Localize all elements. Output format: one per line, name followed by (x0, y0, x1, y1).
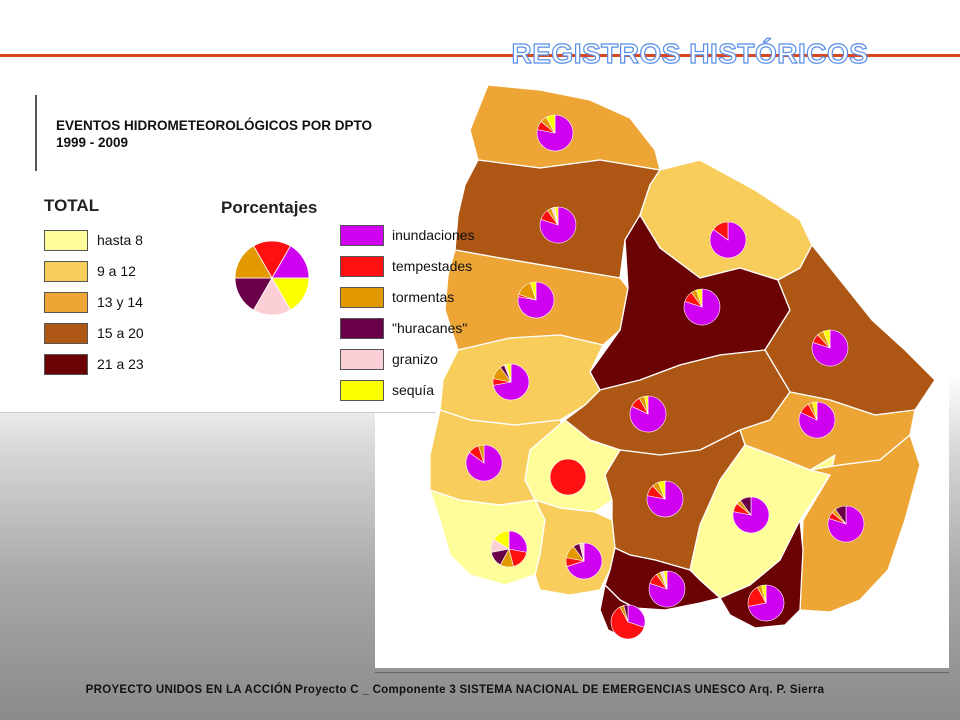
legend-heading-panel (18, 92, 436, 170)
legend-category-swatch (340, 225, 384, 246)
department-pie-slice (554, 206, 559, 226)
department-pie-slice (644, 395, 649, 415)
page-title: REGISTROS HISTÓRICOS (511, 37, 869, 69)
department-pie (565, 542, 603, 580)
department-pie-slice (812, 401, 818, 421)
department-pie (465, 444, 503, 482)
department-pie (517, 281, 555, 319)
department-pie-slice (579, 542, 585, 562)
dept-colonia (429, 489, 546, 586)
legend-sample-slice (234, 245, 273, 279)
legend-category-label: "huracanes" (392, 320, 468, 336)
legend-category-label: granizo (392, 351, 438, 367)
department-pie-slice (493, 530, 510, 550)
header-rule (0, 54, 960, 57)
department-pie (709, 221, 747, 259)
department-pie-slice (506, 363, 512, 383)
department-pie (683, 288, 721, 326)
department-pie (798, 401, 836, 439)
department-pie-slice (663, 570, 668, 590)
legend-total-swatch (44, 230, 88, 251)
department-pie (536, 114, 574, 152)
department-pie-slice (508, 530, 528, 553)
legend-category-swatch (340, 256, 384, 277)
department-pie-slice (478, 444, 485, 464)
department-pie (492, 363, 530, 401)
department-pie-slice (835, 505, 847, 525)
department-pie-slice (696, 288, 703, 308)
department-pie (610, 604, 646, 640)
legend-total-label: 15 a 20 (97, 325, 144, 341)
legend-total-title: TOTAL (44, 196, 100, 215)
department-pie (811, 329, 849, 367)
department-pie-slice (566, 542, 603, 580)
legend-category-swatch (340, 287, 384, 308)
department-pie-slice (713, 221, 729, 241)
department-pie (490, 530, 528, 568)
department-pie (646, 480, 684, 518)
department-pie-slice (657, 480, 666, 500)
legend-heading-bar (35, 95, 37, 171)
department-pie-slice (761, 584, 767, 604)
legend-total-swatch (44, 323, 88, 344)
department-pie (648, 570, 686, 608)
department-pie-slice (740, 496, 752, 516)
legend-total-swatch (44, 354, 88, 375)
department-pie (629, 395, 667, 433)
legend-total-swatch (44, 292, 88, 313)
department-pie-slice (623, 604, 629, 623)
department-pie (827, 505, 865, 543)
department-pie-slice (627, 604, 646, 628)
legend-category-swatch (340, 349, 384, 370)
legend-category-label: tormentas (392, 289, 455, 305)
legend-heading: EVENTOS HIDROMETEOROLÓGICOS POR DPTO 199… (56, 117, 372, 151)
legend-category-label: tempestades (392, 258, 473, 274)
legend-total-label: 13 y 14 (97, 294, 143, 310)
legend-category-swatch (340, 380, 384, 401)
legend-category-label: sequía (392, 382, 435, 398)
map-bottom-rule (375, 672, 949, 673)
legend-total-swatch (44, 261, 88, 282)
department-pie (549, 458, 587, 496)
legend-total-label: 21 a 23 (97, 356, 144, 372)
legend-category-label: inundaciones (392, 227, 475, 243)
department-pie-slice (549, 458, 587, 496)
legend-heading-line1: EVENTOS HIDROMETEOROLÓGICOS POR DPTO (56, 118, 373, 133)
department-pie-slice (610, 606, 645, 640)
legend-heading-line2: 1999 - 2009 (56, 135, 129, 150)
legend-pct-title: Porcentajes (221, 198, 318, 217)
department-pie (732, 496, 770, 534)
legend-category-swatch (340, 318, 384, 339)
department-pie-slice (822, 329, 831, 349)
department-pie-slice (545, 114, 556, 134)
footer-credits: PROYECTO UNIDOS EN LA ACCIÓN Proyecto C … (85, 684, 825, 696)
legend-total-label: 9 a 12 (97, 263, 136, 279)
department-pie (539, 206, 577, 244)
legend-sample-pie (234, 240, 310, 316)
department-pie (747, 584, 785, 622)
legend-total-label: hasta 8 (97, 232, 143, 248)
department-pie-slice (530, 281, 537, 301)
uruguay-map (429, 84, 936, 640)
